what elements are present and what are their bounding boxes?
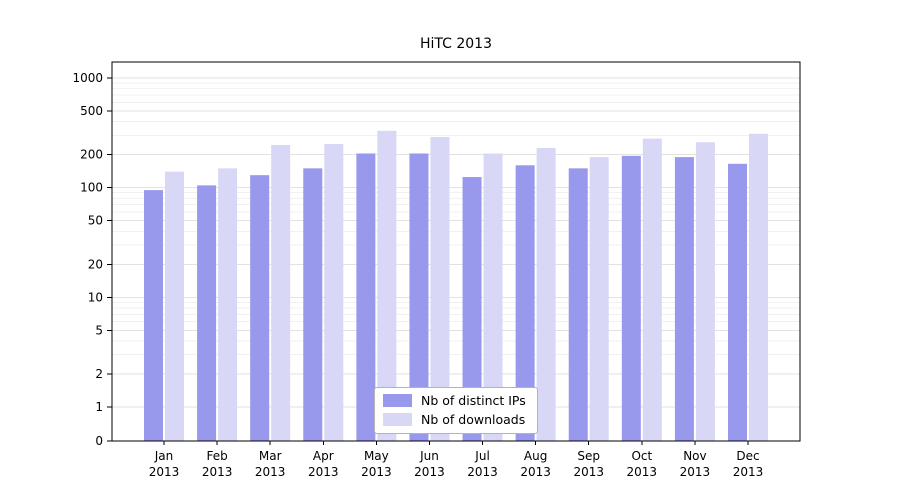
legend-item-downloads: Nb of downloads [383,412,526,427]
x-tick-label-year: 2013 [733,465,764,479]
x-tick-label-year: 2013 [680,465,711,479]
bar-downloads [165,171,184,441]
bar-distinct-ips [356,153,376,441]
bar-downloads [271,144,291,442]
x-tick-label-year: 2013 [308,465,339,479]
bar-distinct-ips [728,163,747,442]
x-tick-label-year: 2013 [361,465,392,479]
bar-downloads [377,130,397,441]
bar-distinct-ips [303,168,323,441]
x-tick-label-month: Dec [736,449,759,463]
bar-distinct-ips [621,155,641,441]
y-tick-label: 50 [88,214,103,228]
x-tick-label-year: 2013 [573,465,604,479]
bar-distinct-ips [250,175,270,441]
x-tick-label-month: Mar [259,449,282,463]
chart-title: HiTC 2013 [419,36,492,52]
x-tick-label-year: 2013 [627,465,658,479]
x-tick-label-month: Jul [474,449,489,463]
legend-item-distinct-ips: Nb of distinct IPs [383,393,526,408]
y-tick-label: 100 [80,181,103,195]
x-tick-label-year: 2013 [414,465,445,479]
bar-downloads [642,138,662,441]
legend-label-downloads: Nb of downloads [421,412,526,427]
x-tick-label-month: Feb [206,449,227,463]
x-tick-label-year: 2013 [520,465,551,479]
x-tick-label-month: May [364,449,389,463]
x-tick-label-year: 2013 [202,465,233,479]
bar-distinct-ips [197,185,217,441]
bar-distinct-ips [568,168,588,441]
bar-downloads [483,153,503,441]
x-tick-label-year: 2013 [467,465,498,479]
bar-distinct-ips [674,157,694,442]
bar-downloads [430,136,450,441]
axis-labels: Jan2013Feb2013Mar2013Apr2013May2013Jun20… [72,71,763,479]
bar-distinct-ips [462,177,482,441]
bar-distinct-ips [144,190,163,441]
bar-distinct-ips [409,153,429,441]
x-tick-label-month: Jun [419,449,439,463]
legend: Nb of distinct IPs Nb of downloads [374,387,538,434]
axes [107,61,801,445]
x-tick-label-year: 2013 [149,465,180,479]
x-tick-label-month: Jan [154,449,174,463]
bar-downloads [749,133,768,441]
bar-downloads [218,168,238,441]
axis-box [111,61,801,442]
legend-swatch-distinct-ips [383,394,412,407]
y-tick-label: 20 [88,257,103,271]
x-tick-label-month: Oct [631,449,652,463]
x-tick-label-year: 2013 [255,465,286,479]
bar-downloads [589,157,609,442]
bar-downloads [536,147,556,441]
y-tick-label: 10 [88,290,103,304]
bar-downloads [324,144,344,441]
y-tick-label: 0 [95,434,103,448]
y-tick-label: 2 [95,367,103,381]
y-tick-label: 1 [95,400,103,414]
legend-label-distinct-ips: Nb of distinct IPs [421,393,526,408]
bar-downloads [695,142,715,441]
y-tick-label: 1000 [72,71,103,85]
y-tick-label: 200 [80,148,103,162]
x-tick-label-month: Nov [683,449,706,463]
x-tick-label-month: Sep [577,449,600,463]
legend-swatch-downloads [383,413,412,426]
y-tick-label: 5 [95,323,103,337]
y-tick-label: 500 [80,104,103,118]
x-tick-label-month: Apr [313,449,334,463]
bars [144,130,768,442]
x-tick-label-month: Aug [524,449,547,463]
bar-distinct-ips [515,165,535,442]
